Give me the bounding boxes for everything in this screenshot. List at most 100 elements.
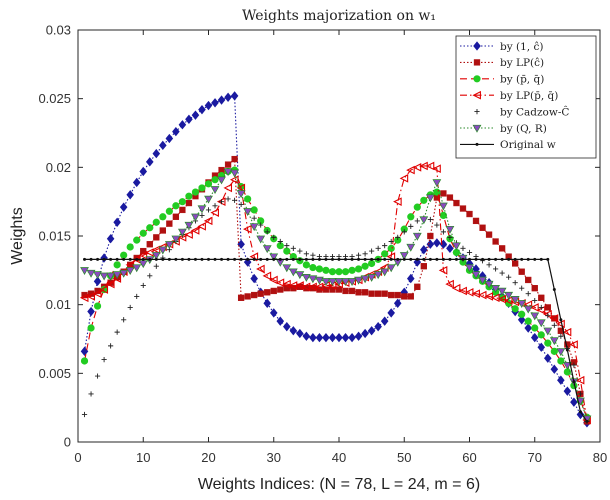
series-2-point: [408, 294, 414, 300]
series-2-point: [401, 294, 407, 300]
series-3-point: [133, 237, 140, 244]
series-2-point: [454, 200, 460, 206]
series-7-point: [559, 318, 562, 321]
series-3-point: [166, 208, 173, 215]
series-3-point: [205, 181, 212, 188]
series-7-point: [96, 258, 99, 261]
y-tick-label: 0: [64, 435, 71, 450]
series-7-point: [403, 258, 406, 261]
x-tick-label: 30: [267, 450, 281, 465]
series-2-point: [467, 211, 473, 217]
series-7-point: [253, 258, 256, 261]
series-7-point: [585, 420, 588, 423]
series-7-point: [566, 348, 569, 351]
series-3-point: [140, 230, 147, 237]
series-7-point: [305, 258, 308, 261]
x-tick-label: 40: [332, 450, 346, 465]
series-2-point: [251, 292, 257, 298]
series-3-point: [434, 189, 441, 196]
series-2-point: [525, 277, 531, 283]
y-tick-label: 0.005: [38, 366, 71, 381]
series-2-point: [512, 261, 518, 267]
series-3-point: [421, 197, 428, 204]
series-2-point: [349, 288, 355, 294]
series-3-point: [212, 176, 219, 183]
x-tick-label: 0: [74, 450, 81, 465]
series-7-point: [546, 258, 549, 261]
y-tick-label: 0.01: [46, 297, 71, 312]
series-3-point: [525, 318, 532, 325]
series-3-point: [381, 251, 388, 258]
series-7-point: [155, 258, 158, 261]
series-2-point: [532, 285, 538, 291]
series-7-point: [279, 258, 282, 261]
series-7-point: [540, 258, 543, 261]
series-7-point: [103, 258, 106, 261]
series-7-point: [174, 258, 177, 261]
series-7-point: [240, 258, 243, 261]
series-2-point: [166, 221, 172, 227]
series-2-point: [486, 232, 492, 238]
series-7-point: [455, 258, 458, 261]
series-7-point: [338, 258, 341, 261]
x-tick-label: 80: [593, 450, 607, 465]
series-7-point: [148, 258, 151, 261]
series-3-point: [251, 207, 258, 214]
series-7-point: [331, 258, 334, 261]
series-7-point: [181, 258, 184, 261]
series-2-point: [395, 292, 401, 298]
series-3-point: [127, 244, 134, 251]
series-7-point: [488, 258, 491, 261]
series-7-point: [90, 258, 93, 261]
series-7-point: [194, 258, 197, 261]
series-3-point: [551, 348, 558, 355]
series-3-point: [114, 262, 121, 269]
series-3-point: [186, 193, 193, 200]
series-2-point: [336, 287, 342, 293]
y-tick-label: 0.015: [38, 229, 71, 244]
y-tick-label: 0.03: [46, 23, 71, 38]
series-3-point: [329, 268, 336, 275]
series-3-point: [558, 358, 565, 365]
series-7-point: [122, 258, 125, 261]
series-2-point: [414, 284, 420, 290]
series-2-point: [388, 292, 394, 298]
y-tick-label: 0.025: [38, 91, 71, 106]
series-2-point: [362, 289, 368, 295]
series-2-point: [499, 245, 505, 251]
series-2-point: [153, 234, 159, 240]
series-3-point: [179, 198, 186, 205]
series-2-point: [545, 305, 551, 311]
series-3-point: [355, 266, 362, 273]
series-7-point: [435, 258, 438, 261]
series-7-point: [298, 258, 301, 261]
series-2-point: [480, 225, 486, 231]
series-2-point: [173, 214, 179, 220]
series-2-point: [427, 233, 433, 239]
series-2-point: [180, 207, 186, 213]
series-3-point: [173, 202, 180, 209]
series-7-point: [161, 258, 164, 261]
series-2-point: [369, 291, 375, 297]
series-7-point: [507, 258, 510, 261]
series-7-point: [383, 258, 386, 261]
series-7-point: [318, 258, 321, 261]
legend-2-point: [474, 60, 480, 66]
series-7-point: [168, 258, 171, 261]
series-7-point: [207, 258, 210, 261]
series-3-point: [531, 325, 538, 332]
y-tick-label: 0.02: [46, 160, 71, 175]
series-7-point: [572, 380, 575, 383]
series-3-point: [336, 268, 343, 275]
series-7-point: [533, 258, 536, 261]
series-7-point: [220, 258, 223, 261]
series-7-point: [579, 410, 582, 413]
series-7-point: [396, 258, 399, 261]
series-3-point: [414, 204, 421, 211]
chart-title: Weights majorization on w₁: [242, 8, 436, 24]
series-7-point: [527, 258, 530, 261]
series-3-point: [199, 185, 206, 192]
series-7-point: [409, 258, 412, 261]
x-tick-label: 70: [528, 450, 542, 465]
